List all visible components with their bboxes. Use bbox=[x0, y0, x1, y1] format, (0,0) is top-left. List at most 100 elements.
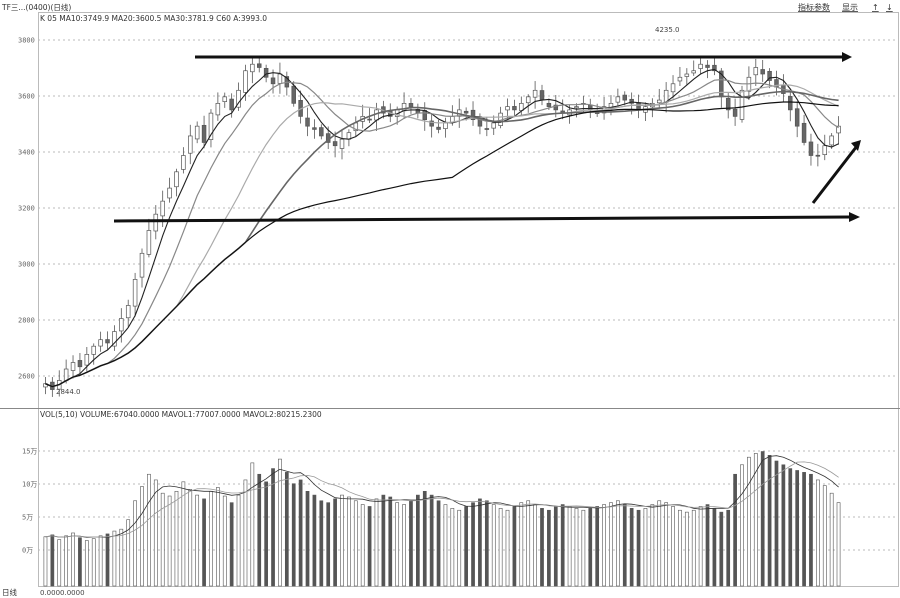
volume-bar bbox=[71, 532, 75, 587]
volume-bar bbox=[278, 458, 282, 587]
volume-bar bbox=[298, 479, 303, 587]
volume-bar bbox=[436, 500, 441, 587]
display-link[interactable]: 显示 bbox=[842, 3, 858, 12]
candle-body bbox=[63, 368, 69, 382]
volume-bar bbox=[588, 508, 593, 587]
candle-body bbox=[105, 339, 110, 344]
volume-bar bbox=[774, 460, 779, 587]
price-tick-label: 2800 bbox=[18, 317, 35, 325]
candle-body bbox=[622, 94, 628, 101]
candle-body bbox=[429, 120, 434, 127]
moving-averages bbox=[45, 68, 839, 388]
volume-bar bbox=[540, 508, 544, 587]
volume-bar bbox=[305, 490, 310, 587]
volume-bar bbox=[229, 502, 234, 587]
volume-bar bbox=[409, 500, 413, 587]
candle-body bbox=[167, 187, 172, 199]
ma20-line bbox=[45, 84, 839, 388]
indicator-params-link[interactable]: 指标参数 bbox=[798, 2, 830, 12]
volume-bar bbox=[271, 468, 275, 587]
candle-body bbox=[753, 67, 759, 76]
scroll-up-button[interactable]: ↑ bbox=[872, 3, 879, 12]
volume-axis: 15万 10万 5万 0万 bbox=[22, 448, 37, 555]
candlesticks bbox=[43, 56, 841, 397]
volume-bar bbox=[733, 473, 737, 587]
scroll-down-button[interactable]: ↓ bbox=[886, 3, 893, 12]
volume-bar bbox=[284, 472, 289, 587]
volume-bar bbox=[43, 536, 48, 587]
candle-body bbox=[146, 230, 152, 255]
bottom-value: 0.0000.0000 bbox=[40, 589, 85, 597]
volume-bar bbox=[788, 468, 793, 587]
volume-bar bbox=[602, 504, 606, 587]
candle-body bbox=[532, 89, 538, 98]
candle-body bbox=[525, 96, 531, 104]
candle-body bbox=[829, 135, 834, 146]
volume-bar bbox=[464, 506, 468, 587]
candle-body bbox=[84, 354, 90, 366]
volume-bar bbox=[747, 456, 751, 587]
volume-bar bbox=[712, 508, 717, 587]
candle-body bbox=[112, 331, 117, 347]
candle-body bbox=[215, 102, 221, 116]
volume-bar bbox=[450, 508, 455, 587]
volume-bar bbox=[650, 504, 655, 587]
symbol-label: TF三...(0400)(日线) bbox=[1, 2, 71, 12]
volume-bar bbox=[416, 494, 420, 587]
price-legend: K 05 MA10:3749.9 MA20:3600.5 MA30:3781.9… bbox=[40, 14, 267, 23]
volume-bar bbox=[112, 530, 117, 587]
ma60-line bbox=[45, 101, 839, 388]
volume-bar bbox=[50, 534, 55, 587]
volume-bar bbox=[795, 470, 800, 587]
candle-body bbox=[332, 141, 338, 147]
candle-body bbox=[732, 108, 738, 117]
volume-bar bbox=[836, 502, 841, 587]
candle-body bbox=[367, 118, 372, 121]
candle-body bbox=[153, 213, 159, 232]
volume-bar bbox=[512, 506, 517, 587]
volume-bar bbox=[119, 528, 124, 587]
volume-bar bbox=[829, 492, 834, 587]
volume-bar bbox=[195, 494, 200, 587]
volume-bar bbox=[312, 494, 317, 587]
volume-bar bbox=[671, 506, 675, 587]
candle-body bbox=[705, 64, 710, 68]
volume-bar bbox=[133, 500, 137, 587]
volume-bar bbox=[64, 535, 68, 587]
volume-bar bbox=[629, 508, 634, 587]
candle-body bbox=[767, 70, 772, 81]
candle-body bbox=[670, 83, 676, 93]
volume-bar bbox=[181, 481, 186, 587]
volume-bar bbox=[291, 483, 296, 587]
candle-body bbox=[629, 98, 634, 104]
volume-bar bbox=[616, 500, 620, 587]
volume-bar bbox=[264, 481, 268, 587]
volume-bar bbox=[781, 464, 786, 587]
volume-bar bbox=[636, 509, 641, 587]
volume-bar bbox=[243, 479, 248, 587]
volume-bar bbox=[664, 502, 668, 587]
candle-body bbox=[160, 200, 165, 217]
price-tick-label: 3200 bbox=[18, 205, 35, 213]
candle-body bbox=[794, 108, 800, 127]
volume-tick-label: 5万 bbox=[22, 514, 33, 522]
volume-bar bbox=[526, 500, 531, 587]
volume-bar bbox=[560, 504, 565, 587]
mavol2-line bbox=[45, 461, 839, 538]
volume-bar bbox=[691, 509, 696, 587]
candle-body bbox=[291, 85, 296, 104]
candle-body bbox=[132, 279, 138, 307]
volume-tick-label: 15万 bbox=[22, 448, 37, 456]
volume-bar bbox=[140, 486, 144, 587]
candle-body bbox=[270, 77, 276, 85]
volume-bar bbox=[202, 498, 206, 587]
volume-bar bbox=[533, 504, 537, 587]
candle-body bbox=[208, 112, 214, 140]
volume-bar bbox=[78, 537, 82, 587]
volume-bar bbox=[622, 504, 627, 587]
volume-bar bbox=[360, 504, 365, 587]
volume-bar bbox=[353, 500, 358, 587]
candle-body bbox=[691, 70, 696, 74]
ma30-line bbox=[45, 90, 839, 388]
